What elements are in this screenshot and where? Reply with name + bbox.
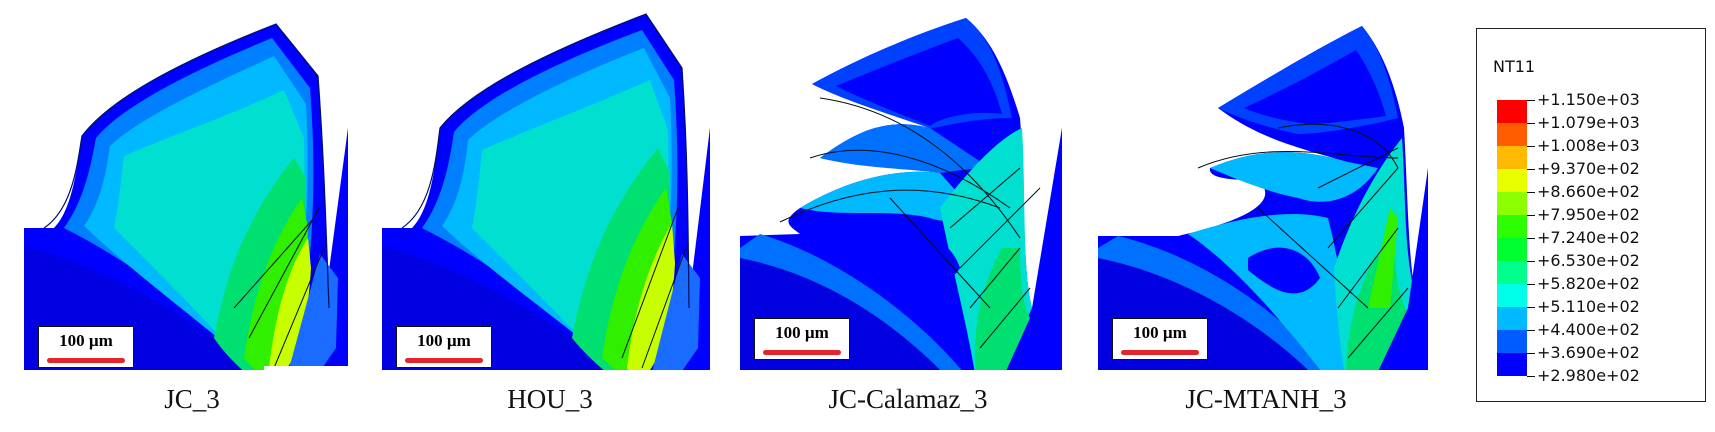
legend-swatch: [1497, 215, 1527, 238]
legend-tick: [1527, 192, 1535, 193]
legend-label: +2.980e+02: [1537, 366, 1640, 385]
scale-bar-line: [763, 350, 841, 355]
legend-swatch: [1497, 192, 1527, 215]
scale-bar: 100 µm: [396, 326, 492, 368]
legend-label: +5.110e+02: [1537, 297, 1640, 316]
scale-bar-label: 100 µm: [59, 331, 113, 350]
legend-tick: [1527, 123, 1535, 124]
temperature-contour-jc3: [24, 8, 360, 380]
legend-swatch: [1497, 330, 1527, 353]
legend-swatch: [1497, 353, 1527, 376]
legend-label: +9.370e+02: [1537, 159, 1640, 178]
scale-bar-label: 100 µm: [1133, 323, 1187, 342]
legend-swatch: [1497, 100, 1527, 123]
legend-label: +8.660e+02: [1537, 182, 1640, 201]
scale-bar-label: 100 µm: [775, 323, 829, 342]
legend-tick: [1527, 215, 1535, 216]
simulation-panel-jc3: 100 µm: [24, 8, 360, 380]
simulation-panel-jc-mtanh3: 100 µm: [1098, 8, 1434, 380]
legend-swatch: [1497, 169, 1527, 192]
legend-tick: [1527, 330, 1535, 331]
legend-tick: [1527, 353, 1535, 354]
legend-title: NT11: [1493, 57, 1536, 76]
legend-swatch: [1497, 146, 1527, 169]
legend-label: +7.240e+02: [1537, 228, 1640, 247]
temperature-contour-jc-mtanh3: [1098, 8, 1434, 380]
legend-label: +4.400e+02: [1537, 320, 1640, 339]
scale-bar-label: 100 µm: [417, 331, 471, 350]
legend-tick: [1527, 238, 1535, 239]
legend-swatch: [1497, 261, 1527, 284]
legend-label: +6.530e+02: [1537, 251, 1640, 270]
legend-tick: [1527, 169, 1535, 170]
legend-label: +1.150e+03: [1537, 90, 1640, 109]
panel-caption-jc-calamaz3: JC-Calamaz_3: [828, 384, 988, 414]
color-legend: NT11 +1.150e+03 +1.079e+03 +1.008e+03 +9…: [1476, 28, 1706, 402]
simulation-panel-hou3: 100 µm: [382, 8, 718, 380]
panel-caption-jc-mtanh3: JC-MTANH_3: [1185, 384, 1347, 414]
legend-label: +5.820e+02: [1537, 274, 1640, 293]
legend-swatch: [1497, 123, 1527, 146]
legend-tick: [1527, 376, 1535, 377]
legend-tick: [1527, 146, 1535, 147]
legend-tick: [1527, 261, 1535, 262]
legend-tick: [1527, 100, 1535, 101]
legend-tick: [1527, 284, 1535, 285]
panel-caption-hou3: HOU_3: [507, 384, 593, 414]
scale-bar: 100 µm: [1112, 318, 1208, 360]
legend-swatch: [1497, 284, 1527, 307]
legend-label: +7.950e+02: [1537, 205, 1640, 224]
legend-label: +3.690e+02: [1537, 343, 1640, 362]
scale-bar: 100 µm: [754, 318, 850, 360]
scale-bar-line: [1121, 350, 1199, 355]
scale-bar-line: [405, 358, 483, 363]
scale-bar: 100 µm: [38, 326, 134, 368]
panel-caption-jc3: JC_3: [164, 384, 220, 414]
legend-label: +1.079e+03: [1537, 113, 1640, 132]
simulation-panel-jc-calamaz3: 100 µm: [740, 8, 1076, 380]
legend-tick: [1527, 307, 1535, 308]
legend-color-bar: [1497, 100, 1527, 376]
scale-bar-line: [47, 358, 125, 363]
temperature-contour-hou3: [382, 8, 718, 380]
legend-label: +1.008e+03: [1537, 136, 1640, 155]
legend-swatch: [1497, 238, 1527, 261]
legend-swatch: [1497, 307, 1527, 330]
